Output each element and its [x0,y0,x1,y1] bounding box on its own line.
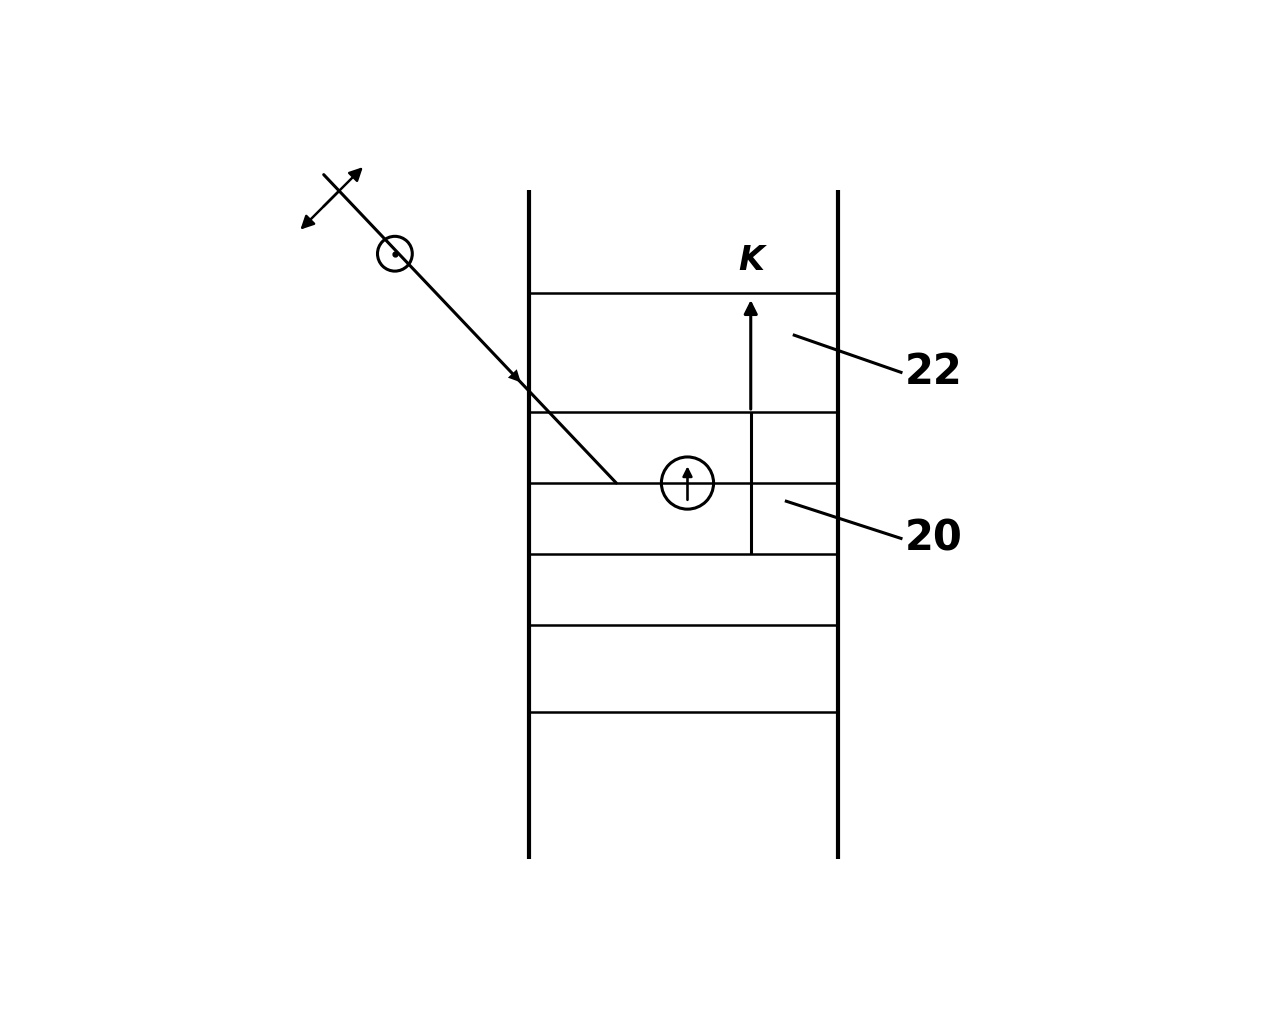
Text: 20: 20 [904,518,963,560]
Text: K: K [738,244,763,277]
Text: 22: 22 [904,351,963,393]
